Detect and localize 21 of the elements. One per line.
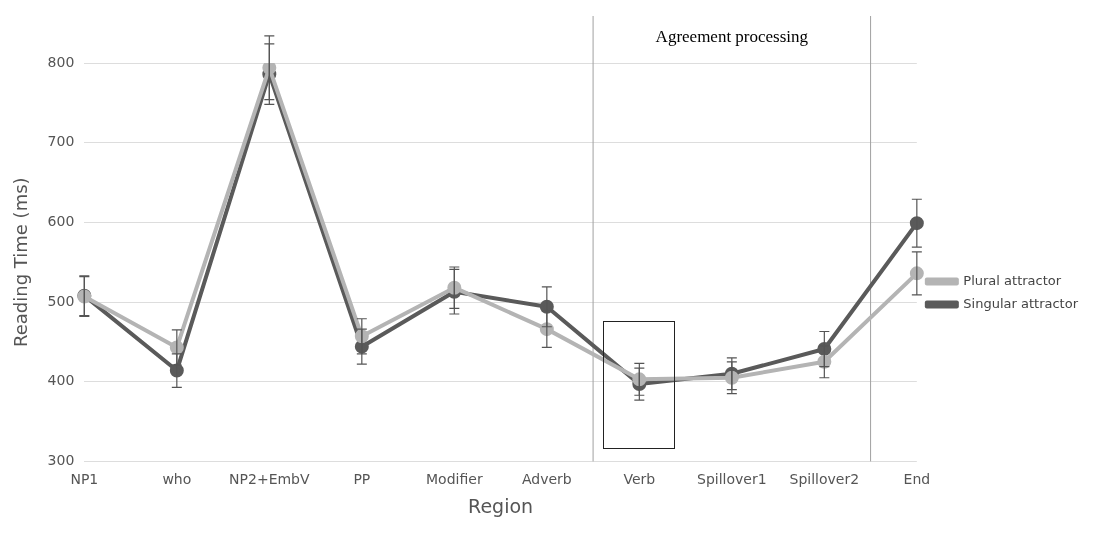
y-tick-label: 800 — [47, 53, 75, 70]
text: Agreement processing — [655, 27, 809, 47]
y-tick-label: 600 — [47, 213, 75, 229]
y-tick-label: 700 — [47, 133, 75, 150]
x-tick-label: Spillover1 — [697, 471, 767, 488]
y-tick-label: 500 — [47, 292, 75, 309]
x-axis-title: Region — [468, 494, 534, 517]
x-tick-label: NP2+EmbV — [229, 471, 310, 488]
y-axis-title: Reading Time (ms) — [10, 177, 32, 347]
x-tick-label: PP — [353, 471, 371, 488]
x-tick-label: Spillover2 — [789, 471, 860, 488]
x-tick-label: Adverb — [521, 471, 572, 488]
y-tick-label: 400 — [47, 372, 75, 389]
x-tick-label: NP1 — [70, 471, 99, 488]
x-tick-label: Modifier — [426, 471, 483, 488]
legend-label: Plural attractor — [963, 272, 1062, 288]
x-tick-label: End — [903, 471, 931, 488]
x-tick-label: Verb — [623, 471, 656, 488]
legend-label: Singular attractor — [963, 295, 1079, 311]
x-tick-label: who — [162, 471, 192, 488]
y-tick-label: 300 — [47, 452, 75, 469]
